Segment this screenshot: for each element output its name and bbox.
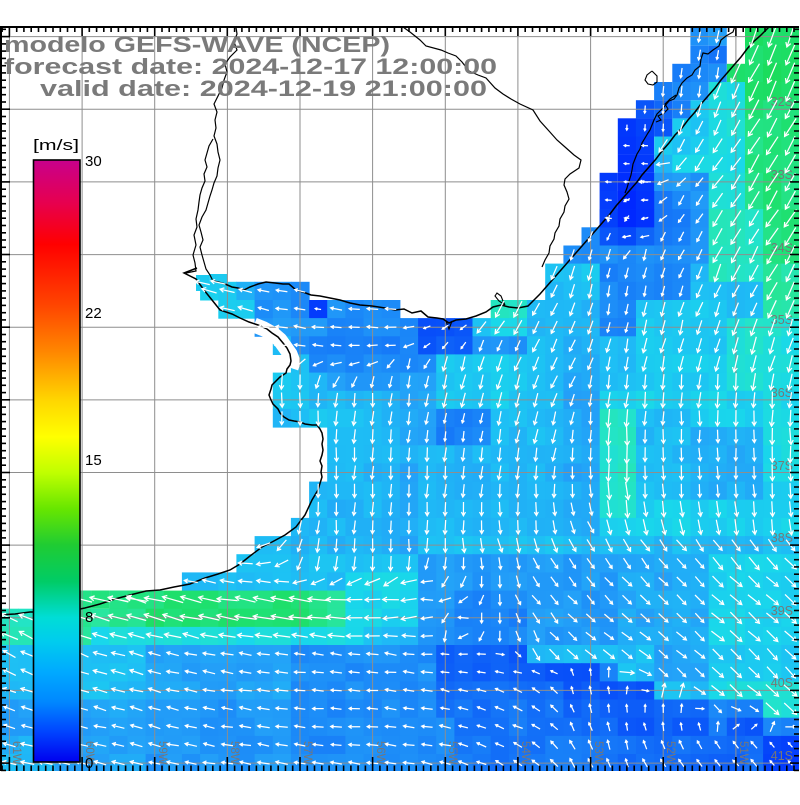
svg-text:52W: 52W — [664, 741, 676, 765]
svg-text:8: 8 — [85, 609, 93, 626]
svg-text:53W: 53W — [592, 741, 604, 765]
svg-text:valid date: 2024-12-19 21:00:0: valid date: 2024-12-19 21:00:00 — [40, 76, 487, 101]
svg-text:60W: 60W — [83, 741, 95, 765]
svg-text:39S: 39S — [771, 604, 793, 618]
svg-text:61W: 61W — [10, 741, 22, 765]
svg-text:34S: 34S — [771, 241, 793, 255]
svg-text:57W: 57W — [301, 741, 313, 765]
svg-text:59W: 59W — [156, 741, 168, 765]
svg-text:54W: 54W — [519, 741, 531, 765]
svg-text:36S: 36S — [771, 386, 793, 400]
svg-text:56W: 56W — [374, 741, 386, 765]
svg-text:22: 22 — [85, 305, 102, 322]
svg-text:[m/s]: [m/s] — [33, 137, 79, 154]
svg-text:modelo GEFS-WAVE (NCEP): modelo GEFS-WAVE (NCEP) — [4, 32, 390, 57]
svg-text:37S: 37S — [771, 459, 793, 473]
svg-text:51W: 51W — [737, 741, 749, 765]
svg-text:30: 30 — [85, 153, 102, 170]
svg-text:55W: 55W — [446, 741, 458, 765]
svg-text:15: 15 — [85, 452, 102, 469]
svg-text:58W: 58W — [228, 741, 240, 765]
svg-text:40S: 40S — [771, 676, 793, 690]
svg-text:forecast date: 2024-12-17 12:0: forecast date: 2024-12-17 12:00:00 — [4, 54, 497, 79]
svg-text:41S: 41S — [771, 749, 793, 763]
svg-text:0: 0 — [85, 755, 93, 772]
